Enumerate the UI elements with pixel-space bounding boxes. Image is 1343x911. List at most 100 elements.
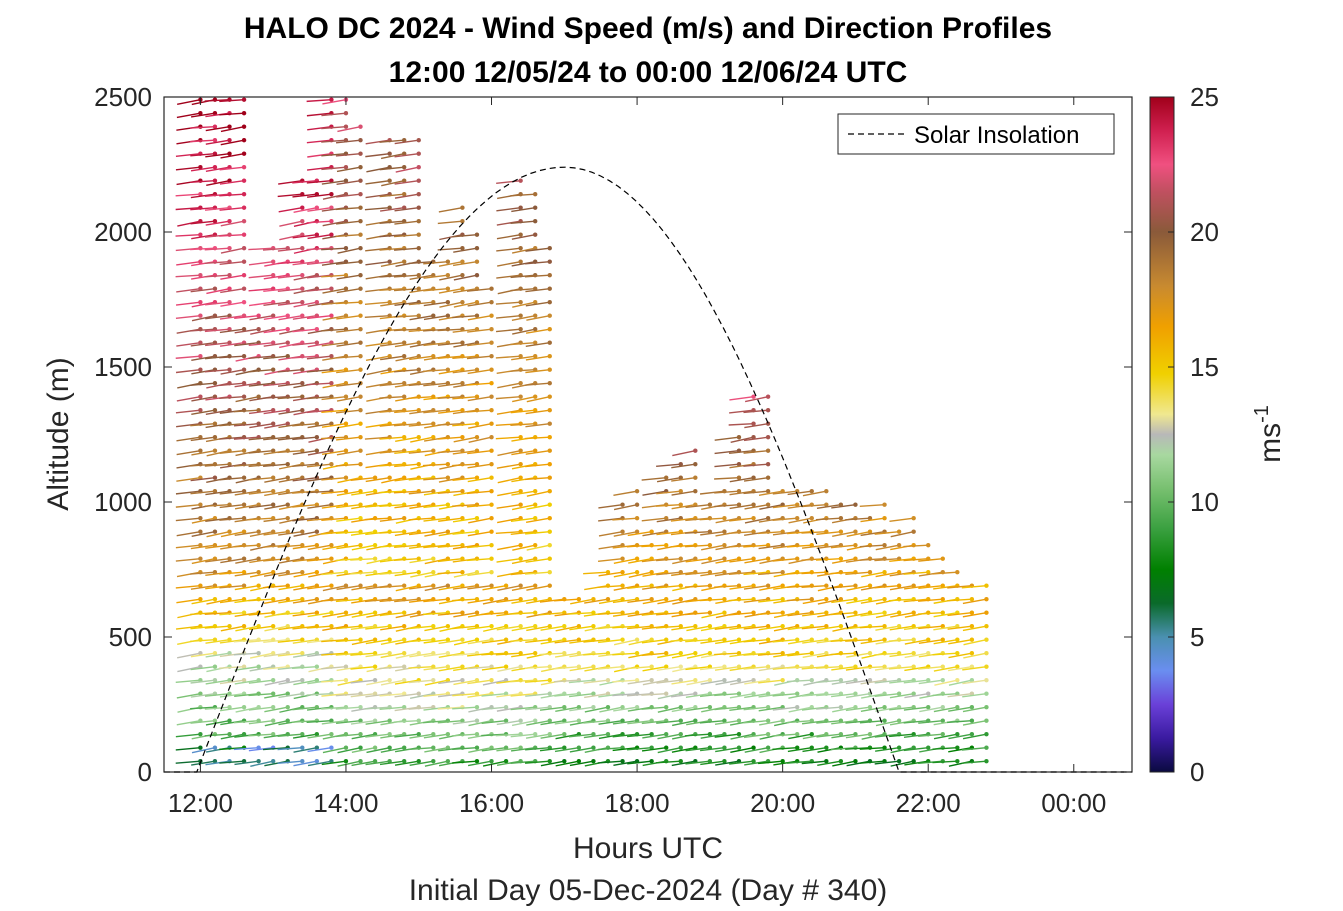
wind-barb — [220, 288, 245, 294]
wind-barb — [365, 153, 390, 158]
wind-barb — [437, 571, 463, 575]
wind-barb — [364, 706, 390, 710]
wind-barb — [176, 693, 201, 699]
wind-barb-dot — [853, 502, 858, 507]
wind-barb-dot — [227, 340, 232, 345]
wind-barb-dot — [227, 597, 232, 602]
wind-barb — [292, 666, 317, 670]
wind-barb-dot — [372, 543, 378, 548]
wind-barb — [641, 639, 667, 644]
wind-barb — [861, 693, 885, 699]
wind-barb-dot — [562, 705, 567, 710]
wind-barb-dot — [620, 556, 625, 561]
wind-barb — [380, 369, 405, 375]
wind-barb-dot — [751, 759, 756, 764]
wind-barb — [394, 544, 419, 549]
wind-barb-dot — [780, 597, 785, 602]
wind-barb — [409, 504, 434, 510]
wind-barb — [932, 760, 958, 764]
wind-barb — [393, 558, 419, 561]
wind-barb — [525, 517, 550, 523]
wind-barb-dot — [300, 300, 305, 305]
wind-barb — [700, 760, 725, 766]
wind-barb — [248, 369, 274, 373]
wind-barb-dot — [518, 313, 523, 318]
x-axis: 12:00 14:00 16:00 18:00 20:00 22:00 00:00 — [168, 97, 1106, 818]
wind-barb — [423, 355, 448, 361]
wind-barb — [467, 342, 492, 347]
wind-barb-dot — [401, 381, 407, 386]
wind-barb-dot — [401, 394, 407, 399]
wind-barb-dot — [256, 313, 261, 318]
wind-barb — [452, 463, 478, 467]
wind-barb — [423, 490, 448, 496]
wind-barb-dot — [503, 705, 509, 710]
wind-barb — [786, 544, 812, 548]
wind-barb-dot — [984, 745, 989, 750]
wind-barb-dot — [663, 637, 669, 642]
wind-barb-dot — [416, 138, 421, 143]
wind-barb — [423, 666, 448, 671]
wind-barb — [583, 733, 609, 739]
wind-barb-dot — [911, 610, 916, 615]
wind-barb — [264, 679, 288, 686]
wind-barb-dot — [431, 556, 436, 561]
wind-barb — [277, 396, 303, 400]
wind-barb-dot — [300, 759, 305, 764]
wind-barb-dot — [227, 691, 232, 696]
wind-barb-dot — [387, 300, 392, 305]
wind-barb-dot — [969, 732, 975, 737]
wind-barb — [962, 612, 987, 618]
wind-barb — [481, 706, 507, 711]
wind-barb — [890, 747, 914, 754]
wind-barb-dot — [955, 678, 960, 683]
wind-barb — [321, 328, 347, 332]
wind-barb-dot — [227, 462, 232, 467]
wind-barb — [292, 733, 317, 739]
wind-barb-dot — [547, 678, 552, 683]
wind-barb-dot — [853, 759, 858, 764]
wind-barb — [264, 720, 288, 727]
wind-barb — [874, 760, 900, 765]
wind-barb — [292, 450, 317, 455]
wind-barb — [176, 396, 201, 402]
wind-barb — [685, 747, 710, 752]
wind-barb — [598, 571, 623, 577]
wind-barb-dot — [241, 570, 247, 575]
wind-barb — [191, 598, 216, 605]
wind-barb-dot — [198, 745, 203, 750]
wind-barb-dot — [401, 178, 407, 183]
wind-barb — [933, 625, 958, 631]
wind-barb — [437, 450, 463, 454]
wind-barb — [497, 261, 521, 267]
wind-barb-dot — [576, 745, 582, 750]
wind-barb — [379, 490, 405, 494]
wind-barb — [686, 625, 710, 632]
wind-barb — [888, 639, 914, 642]
wind-barb — [206, 477, 230, 483]
wind-barb-dot — [940, 705, 945, 710]
wind-barb — [874, 652, 900, 656]
wind-barb-dot — [940, 556, 945, 561]
wind-barb-dot — [547, 246, 552, 251]
wind-barb — [526, 598, 550, 605]
wind-barb-dot — [518, 259, 523, 264]
wind-barb-dot — [634, 610, 640, 615]
wind-barb-dot — [532, 610, 538, 615]
wind-barb — [846, 598, 871, 604]
wind-barb — [555, 625, 579, 632]
wind-barb — [438, 531, 463, 537]
wind-barb-dot — [795, 624, 800, 629]
wind-barb — [205, 639, 230, 644]
wind-barb — [656, 490, 681, 495]
wind-barb-dot — [343, 543, 349, 548]
wind-barb-dot — [722, 637, 727, 642]
wind-barb-dot — [227, 543, 232, 548]
wind-barb — [511, 625, 536, 632]
wind-barb-dot — [663, 664, 669, 669]
wind-barb — [205, 342, 230, 347]
wind-barb — [598, 733, 623, 740]
wind-barb — [190, 585, 216, 590]
wind-barb-dot — [256, 529, 261, 534]
wind-barb — [743, 490, 769, 495]
